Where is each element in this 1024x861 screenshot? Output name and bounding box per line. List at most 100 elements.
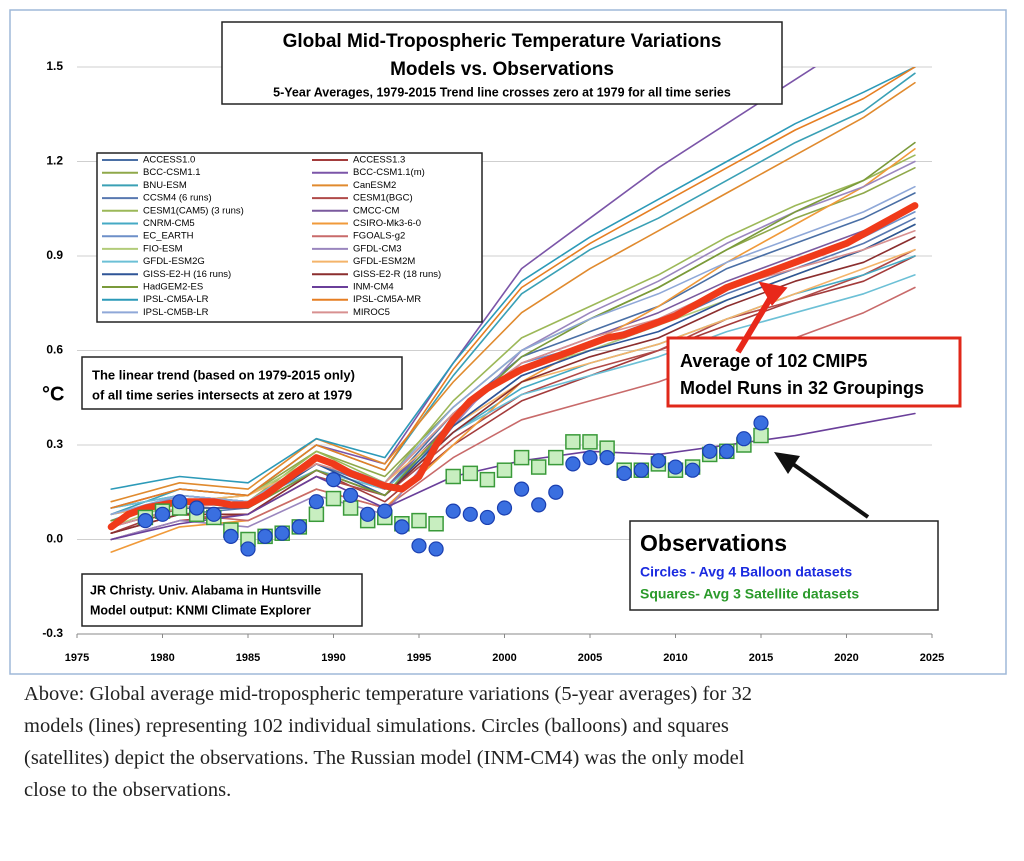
circle-marker	[531, 497, 547, 513]
legend: ACCESS1.0 ACCESS1.3 BCC-CSM1.1 BCC-CSM1.1(m…	[102, 155, 441, 318]
annotation: Circles - Avg 4 Balloon datasets	[640, 564, 852, 580]
circle-marker	[548, 484, 564, 500]
caption-line: Above: Global average mid-tropospheric t…	[24, 683, 753, 705]
square-marker	[753, 427, 769, 444]
model-line	[110, 81, 916, 503]
legend-label: EC_EARTH	[143, 231, 194, 242]
circle-marker	[702, 443, 718, 459]
average-box	[666, 336, 962, 408]
annotation: The linear trend (based on 1979-2015 onl…	[92, 367, 355, 382]
y-tick-label: -0.3	[42, 626, 63, 640]
trend-box	[81, 356, 403, 410]
chart-subtitle: Models vs. Observations	[390, 59, 614, 80]
x-tick-label: 2015	[749, 652, 773, 664]
circle-marker	[360, 506, 376, 522]
circle-marker	[274, 525, 290, 541]
x-tick-label: 1985	[236, 652, 260, 664]
legend-label: ACCESS1.0	[143, 155, 195, 166]
legend-label: GFDL-ESM2M	[353, 256, 415, 267]
square-marker	[513, 449, 530, 466]
y-tick-label: 0.0	[46, 532, 63, 546]
annotation: Model output: KNMI Climate Explorer	[90, 603, 311, 617]
x-tick-label: 1975	[65, 652, 89, 664]
circle-marker	[172, 494, 188, 510]
circle-marker	[633, 462, 649, 478]
square-marker	[565, 434, 581, 450]
legend-label: HadGEM2-ES	[143, 282, 203, 293]
square-marker	[496, 462, 513, 478]
legend-label: IPSL-CM5B-LR	[143, 307, 209, 318]
x-tick-label: 1995	[407, 652, 431, 664]
circle-marker	[325, 472, 342, 488]
caption-line: models (lines) representing 102 individu…	[24, 715, 729, 737]
x-tick-label: 1990	[321, 652, 345, 664]
circle-marker	[462, 506, 478, 522]
circle-marker	[719, 443, 735, 459]
square-marker	[308, 506, 325, 523]
circle-marker	[753, 415, 769, 431]
y-tick-label: 0.6	[46, 343, 63, 357]
annotation: Observations	[640, 530, 787, 556]
circle-marker	[650, 453, 667, 469]
legend-label: INM-CM4	[353, 282, 394, 293]
x-tick-label: 2005	[578, 652, 602, 664]
y-tick-label: 0.3	[46, 437, 63, 451]
legend-label: CNRM-CM5	[143, 218, 195, 229]
square-marker	[479, 471, 496, 488]
square-marker	[342, 500, 359, 516]
legend-label: FGOALS-g2	[353, 231, 405, 242]
model-line	[110, 67, 916, 490]
square-marker	[325, 490, 342, 507]
circle-marker	[291, 519, 307, 535]
arrow	[788, 460, 870, 519]
model-lines	[107, 67, 919, 553]
legend-label: IPSL-CM5A-MR	[353, 294, 421, 305]
circle-marker	[667, 459, 684, 475]
square-marker	[462, 465, 479, 482]
square-marker	[582, 434, 598, 450]
annotation: of all time series intersects at zero at…	[92, 387, 352, 402]
chart-note: 5-Year Averages, 1979-2015 Trend line cr…	[273, 85, 731, 99]
legend-label: GFDL-ESM2G	[143, 256, 205, 267]
circle-marker	[223, 528, 239, 544]
annotation: Model Runs in 32 Groupings	[680, 378, 924, 398]
title-box	[221, 21, 783, 105]
circle-marker	[582, 450, 598, 466]
circle-marker	[565, 456, 581, 472]
circle-marker	[377, 503, 393, 519]
x-tick-label: 2020	[834, 652, 858, 664]
caption-line: close to the observations.	[24, 779, 232, 801]
annotation: Squares- Avg 3 Satellite datasets	[640, 586, 859, 602]
annotation: JR Christy. Univ. Alabama in Huntsville	[90, 583, 321, 597]
y-tick-label: 1.5	[46, 59, 63, 73]
observations	[137, 415, 769, 557]
circle-marker	[189, 500, 205, 516]
circle-marker	[479, 509, 495, 526]
chart-title: Global Mid-Tropospheric Temperature Vari…	[283, 31, 722, 52]
y-tick-label: 1.2	[46, 154, 63, 168]
circle-marker	[240, 541, 256, 557]
circle-marker	[496, 500, 513, 516]
annotation: Average of 102 CMIP5	[680, 351, 867, 371]
legend-label: CanESM2	[353, 180, 396, 191]
square-marker	[411, 512, 427, 529]
circle-marker	[428, 541, 444, 557]
observations-box	[629, 520, 939, 611]
circle-marker	[308, 494, 324, 510]
credit-box	[81, 573, 363, 627]
legend-label: BCC-CSM1.1	[143, 167, 201, 178]
legend-label: CMCC-CM	[353, 205, 400, 216]
square-marker	[548, 449, 564, 466]
x-tick-label: 1980	[150, 652, 174, 664]
circle-marker	[411, 538, 427, 554]
arrowhead	[758, 281, 788, 306]
legend-label: MIROC5	[353, 307, 390, 318]
circle-marker	[513, 481, 530, 497]
average-line	[107, 202, 919, 531]
circle-marker	[616, 465, 632, 481]
legend-label: FIO-ESM	[143, 243, 183, 254]
square-marker	[445, 468, 461, 485]
legend-label: CESM1(CAM5) (3 runs)	[143, 205, 244, 216]
chart: °C Global Mid-Tropospheric Temperature V…	[9, 9, 1007, 675]
square-marker	[428, 516, 444, 532]
